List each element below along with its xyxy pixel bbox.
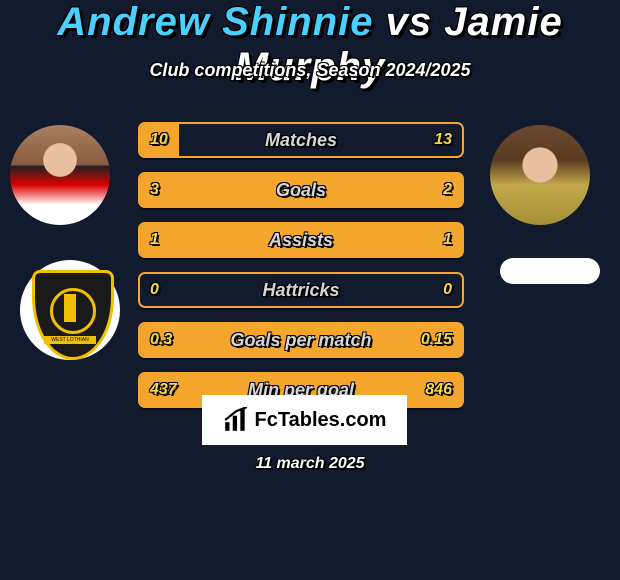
stat-value-p2: 0 [443, 274, 452, 306]
stat-label: Hattricks [140, 274, 462, 306]
stat-rows: Matches10 13 Goals3 2 Assists1 1 Hattricks0 0 Go… [138, 122, 464, 422]
stat-value-p1: 0 [150, 274, 159, 306]
stat-value-p2: 1 [443, 224, 452, 256]
player1-club-badge: WEST LOTHIAN [20, 260, 120, 360]
stat-value-p2: 0.15 [421, 324, 452, 356]
stat-row-goals: Goals3 2 [138, 172, 464, 208]
player2-avatar [490, 125, 590, 225]
player2-club-badge [500, 258, 600, 284]
stat-value-p1: 0.3 [150, 324, 172, 356]
stat-label: Assists [140, 224, 462, 256]
comparison-date: 11 march 2025 [0, 455, 620, 473]
stat-row-hattricks: Hattricks0 0 [138, 272, 464, 308]
stat-value-p2: 2 [443, 174, 452, 206]
player1-name: Andrew Shinnie [57, 0, 373, 44]
title-vs: vs [386, 0, 433, 44]
bar-chart-icon [223, 407, 249, 433]
stat-label: Goals per match [140, 324, 462, 356]
player1-avatar [10, 125, 110, 225]
club1-band: WEST LOTHIAN [44, 336, 96, 344]
comparison-subtitle: Club competitions, Season 2024/2025 [0, 60, 620, 81]
stat-label: Goals [140, 174, 462, 206]
stat-value-p1: 1 [150, 224, 159, 256]
stat-value-p2: 846 [425, 374, 452, 406]
stat-row-matches: Matches10 13 [138, 122, 464, 158]
stat-value-p1: 10 [150, 124, 168, 156]
stat-value-p1: 3 [150, 174, 159, 206]
stat-value-p1: 437 [150, 374, 177, 406]
club1-thistle-icon [64, 294, 76, 322]
stat-label: Matches [140, 124, 462, 156]
stat-value-p2: 13 [434, 124, 452, 156]
fctables-logo: FcTables.com [202, 395, 407, 445]
logo-text: FcTables.com [255, 409, 387, 432]
stat-row-assists: Assists1 1 [138, 222, 464, 258]
stat-row-goals-per-match: Goals per match0.3 0.15 [138, 322, 464, 358]
